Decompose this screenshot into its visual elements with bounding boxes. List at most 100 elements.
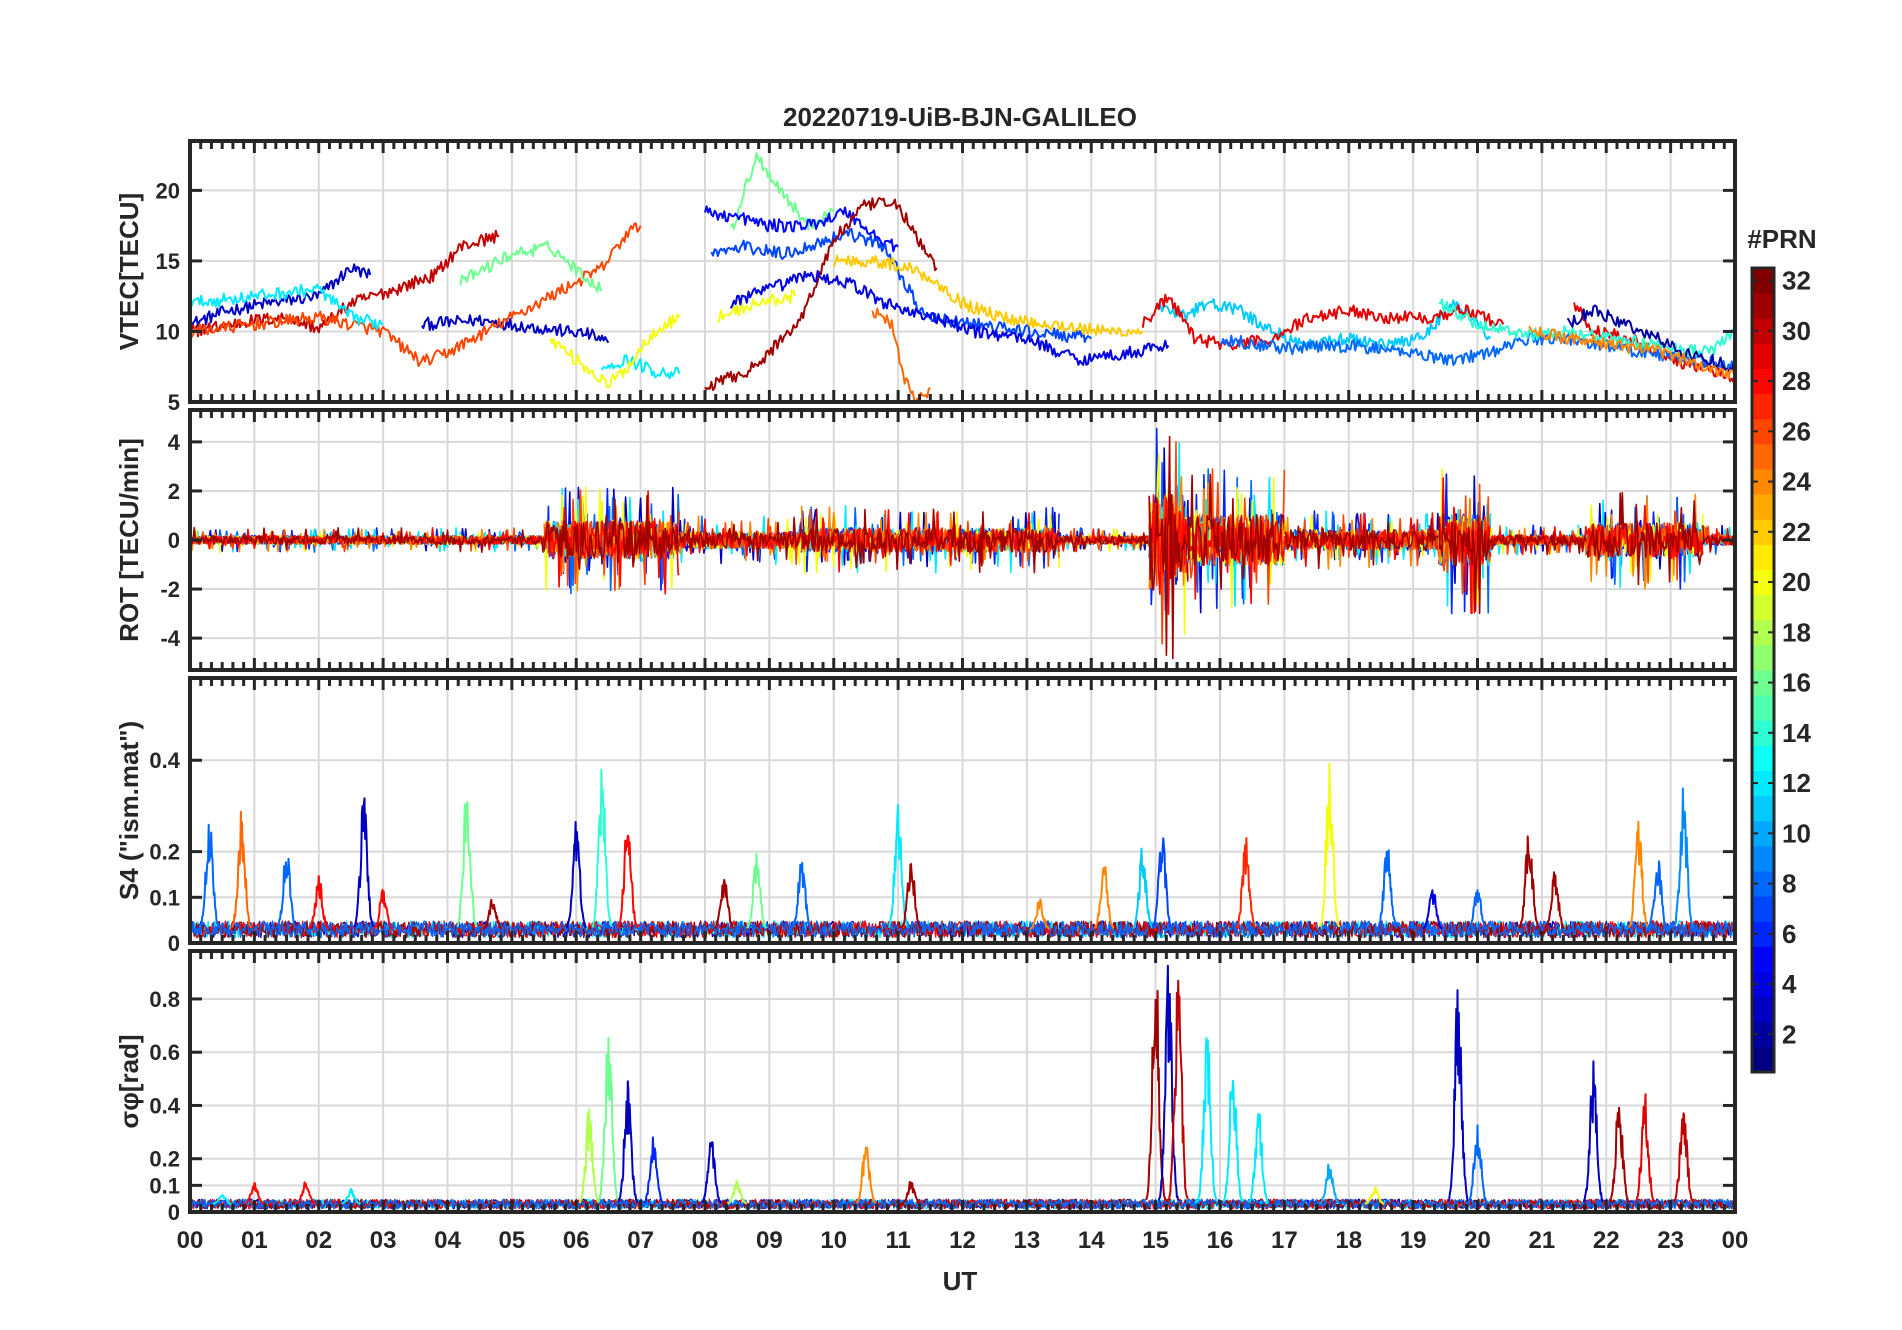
peak-prn-3: [1582, 1060, 1604, 1203]
colorbar-band: [1752, 1021, 1774, 1048]
colorbar-tick-label: 8: [1782, 869, 1796, 899]
vtec-line-prn-24: [1528, 325, 1735, 380]
y-tick-label: 0: [168, 1200, 180, 1225]
x-tick-label: 07: [627, 1227, 654, 1254]
y-tick-label: 2: [168, 479, 180, 504]
peak-prn-12: [340, 1187, 361, 1205]
colorbar-band: [1752, 670, 1774, 696]
peak-prn-28: [617, 834, 639, 928]
rot-line-prn-31: [543, 495, 681, 570]
y-tick-label: 0.4: [149, 748, 180, 773]
peak-prn-11: [1132, 847, 1154, 929]
colorbar-tick-label: 28: [1782, 366, 1811, 396]
peak-prn-24: [1093, 865, 1115, 930]
x-tick-label: 03: [370, 1227, 397, 1254]
x-tick-label: 14: [1078, 1227, 1105, 1254]
peak-prn-20: [1364, 1186, 1385, 1205]
vtec-line-prn-8: [1219, 332, 1735, 372]
y-tick-label: 15: [156, 249, 180, 274]
colorbar-tick-label: 4: [1782, 969, 1797, 999]
x-tick-label: 17: [1271, 1227, 1298, 1254]
peak-prn-31: [900, 863, 922, 930]
colorbar-tick-label: 6: [1782, 919, 1796, 949]
vtec-line-prn-20: [716, 289, 797, 324]
x-tick-label: 08: [692, 1227, 719, 1254]
peak-prn-12: [1196, 1037, 1218, 1203]
peak-prn-8: [276, 857, 297, 929]
colorbar-band: [1752, 519, 1774, 545]
vtec-line-prn-12: [190, 283, 384, 331]
colorbar-band: [1752, 695, 1774, 721]
x-minor-ticks: [188, 678, 1737, 943]
peak-prn-31: [1518, 835, 1540, 929]
y-tick-label: 0.1: [149, 1173, 180, 1198]
y-tick-label: 0.2: [149, 840, 180, 865]
colorbar-tick-label: 22: [1782, 517, 1811, 547]
colorbar-band: [1752, 393, 1774, 420]
vtec-line-prn-12: [601, 354, 681, 380]
peak-prn-24: [855, 1146, 877, 1204]
x-tick-label: 21: [1529, 1227, 1556, 1254]
peak-prn-31: [1609, 1106, 1630, 1204]
colorbar-band: [1752, 418, 1774, 445]
y-axis-label: ROT [TECU/min]: [114, 438, 144, 642]
rot-line-prn-31: [1148, 435, 1189, 660]
peak-prn-3: [565, 821, 587, 929]
colorbar-band: [1752, 594, 1774, 621]
y-tick-label: 0.6: [149, 1040, 180, 1065]
rot-line-prn-26: [1702, 525, 1735, 546]
colorbar-band: [1752, 318, 1774, 344]
peak-prn-16: [456, 801, 478, 928]
colorbar-band: [1752, 494, 1774, 520]
peak-prn-28: [373, 888, 394, 930]
colorbar-tick-label: 30: [1782, 316, 1811, 346]
rot-line-prn-28: [1058, 528, 1150, 553]
peak-prn-3: [353, 797, 375, 928]
y-tick-label: 10: [156, 319, 180, 344]
panel-vtec: 5 10 15 20 VTEC[TECU]: [114, 139, 1737, 415]
rot-line-prn-31: [1489, 531, 1588, 556]
x-tick-label: 19: [1400, 1227, 1427, 1254]
x-tick-label: 10: [820, 1227, 847, 1254]
y-tick-label: -4: [160, 626, 180, 651]
vtec-line-prn-22: [832, 254, 1144, 337]
x-tick-label: 22: [1593, 1227, 1620, 1254]
y-tick-label: 0: [168, 528, 180, 553]
y-tick-label: 0.4: [149, 1093, 180, 1118]
y-tick-label: 5: [168, 390, 180, 415]
colorbar-tick-label: 18: [1782, 617, 1811, 647]
x-tick-label: 15: [1142, 1227, 1169, 1254]
colorbar-tick-label: 12: [1782, 768, 1811, 798]
x-minor-ticks: [188, 951, 1737, 1212]
peak-prn-8: [1376, 849, 1398, 929]
x-axis-label: UT: [943, 1266, 978, 1296]
x-tick-label: 06: [563, 1227, 590, 1254]
y-tick-label: -2: [160, 577, 180, 602]
peak-prn-12: [1248, 1112, 1270, 1204]
y-tick-label: 0.2: [149, 1147, 180, 1172]
colorbar-tick-label: 32: [1782, 266, 1811, 296]
peak-prn-10: [1319, 1163, 1340, 1205]
peak-prn-12: [212, 1194, 233, 1205]
peak-prn-31: [714, 878, 735, 930]
peak-prn-12: [1222, 1079, 1244, 1203]
x-minor-ticks: [188, 410, 1737, 670]
y-tick-label: 0.8: [149, 987, 180, 1012]
peak-prn-28: [308, 875, 329, 930]
colorbar-band: [1752, 569, 1774, 596]
y-tick-label: 0: [168, 931, 180, 956]
peak-prn-4: [1422, 889, 1443, 930]
x-tick-label: 05: [499, 1227, 526, 1254]
peak-prn-20: [1318, 762, 1341, 928]
peak-prn-8: [199, 823, 220, 929]
y-axis-label: VTEC[TECU]: [114, 193, 144, 350]
peak-prn-3: [701, 1141, 722, 1204]
vtec-line-prn-2: [1566, 304, 1735, 373]
colorbar-band: [1752, 996, 1774, 1023]
peak-prn-24: [1029, 898, 1050, 930]
peak-prn-7: [1152, 837, 1173, 929]
x-tick-label: 16: [1207, 1227, 1234, 1254]
peak-prn-30: [1673, 1112, 1694, 1203]
vtec-line-prn-29: [1141, 293, 1505, 351]
x-tick-label: 23: [1657, 1227, 1684, 1254]
